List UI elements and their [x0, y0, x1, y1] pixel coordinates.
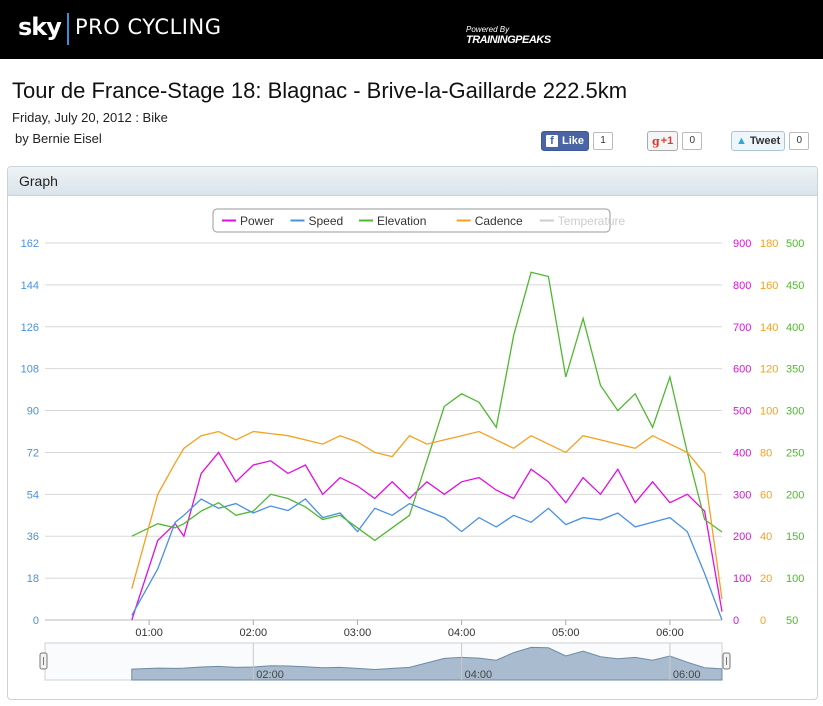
legend-item-speed[interactable]: Speed — [309, 214, 344, 228]
speed-axis-tick: 90 — [27, 406, 39, 418]
navigator-elevation-area — [131, 646, 723, 681]
like-label: Like — [562, 135, 585, 147]
graph-panel-title: Graph — [19, 173, 58, 189]
google-plus-icon: g — [652, 134, 660, 148]
site-header: sky PRO CYCLING Powered By TRAININGPEAKS — [0, 0, 823, 59]
legend-item-temperature[interactable]: Temperature — [558, 214, 626, 228]
trainingpeaks-logo[interactable]: TRAININGPEAKS — [466, 34, 551, 46]
speed-axis-tick: 72 — [27, 447, 39, 459]
power-axis-tick: 900 — [733, 238, 751, 250]
power-axis-tick: 500 — [733, 406, 751, 418]
workout-date: Friday, July 20, 2012 : Bike — [12, 110, 168, 125]
power-axis-tick: 700 — [733, 322, 751, 334]
twitter-bird-icon: ▲ — [736, 135, 747, 147]
power-axis-tick: 600 — [733, 364, 751, 376]
series-speed-line[interactable] — [131, 498, 723, 621]
power-axis-tick: 0 — [733, 615, 739, 627]
elevation-axis-tick: 250 — [786, 447, 804, 459]
cadence-axis-tick: 140 — [760, 322, 778, 334]
series-cadence-line[interactable] — [131, 430, 723, 600]
speed-axis-tick: 18 — [27, 573, 39, 585]
elevation-axis-tick: 500 — [786, 238, 804, 250]
series-elevation-line[interactable] — [131, 271, 723, 542]
x-axis-tick: 05:00 — [552, 627, 580, 639]
powered-by-label: Powered By — [466, 25, 510, 34]
navigator-tick: 06:00 — [673, 669, 701, 681]
x-axis-tick: 01:00 — [135, 627, 163, 639]
speed-axis-tick: 108 — [21, 364, 39, 376]
speed-axis-tick: 144 — [21, 280, 39, 292]
google-plus-button[interactable]: g +1 — [647, 131, 679, 151]
x-axis-tick: 03:00 — [344, 627, 372, 639]
cadence-axis-tick: 0 — [760, 615, 766, 627]
cadence-axis-tick: 40 — [760, 531, 772, 543]
cadence-axis-tick: 100 — [760, 406, 778, 418]
tweet-label: Tweet — [749, 135, 781, 147]
navigator-tick: 04:00 — [465, 669, 493, 681]
elevation-axis-tick: 150 — [786, 531, 804, 543]
tweet-widget: ▲ Tweet 0 — [731, 131, 810, 151]
facebook-icon: f — [546, 135, 558, 147]
series-power-line[interactable] — [131, 451, 723, 621]
power-axis-tick: 200 — [733, 531, 751, 543]
logo-divider — [67, 13, 69, 45]
tweet-count: 0 — [789, 132, 810, 150]
power-axis-tick: 100 — [733, 573, 751, 585]
cadence-axis-tick: 60 — [760, 489, 772, 501]
graph-panel-header: Graph — [8, 167, 817, 196]
google-plus-widget: g +1 0 — [647, 131, 703, 151]
legend-item-power[interactable]: Power — [240, 214, 274, 228]
elevation-axis-tick: 50 — [786, 615, 798, 627]
legend-item-elevation[interactable]: Elevation — [377, 214, 426, 228]
elevation-axis-tick: 450 — [786, 280, 804, 292]
workout-title: Tour de France-Stage 18: Blagnac - Brive… — [12, 78, 628, 103]
tweet-button[interactable]: ▲ Tweet — [731, 131, 786, 151]
power-axis-tick: 800 — [733, 280, 751, 292]
power-axis-tick: 300 — [733, 489, 751, 501]
speed-axis-tick: 162 — [21, 238, 39, 250]
cadence-axis-tick: 20 — [760, 573, 772, 585]
facebook-like-widget: f Like 1 — [541, 131, 614, 151]
workout-author: by Bernie Eisel — [15, 131, 102, 146]
cadence-axis-tick: 180 — [760, 238, 778, 250]
legend-item-cadence[interactable]: Cadence — [475, 214, 523, 228]
navigator-tick: 02:00 — [256, 669, 284, 681]
elevation-axis-tick: 350 — [786, 364, 804, 376]
speed-axis-tick: 36 — [27, 531, 39, 543]
x-axis-tick: 02:00 — [240, 627, 268, 639]
cadence-axis-tick: 80 — [760, 447, 772, 459]
speed-axis-tick: 0 — [33, 615, 39, 627]
pro-cycling-logo[interactable]: PRO CYCLING — [75, 15, 222, 39]
elevation-axis-tick: 100 — [786, 573, 804, 585]
like-count: 1 — [593, 132, 614, 150]
facebook-like-button[interactable]: f Like — [541, 131, 590, 151]
x-axis-tick: 04:00 — [448, 627, 476, 639]
speed-axis-tick: 126 — [21, 322, 39, 334]
gplus-count: 0 — [682, 132, 703, 150]
elevation-axis-tick: 400 — [786, 322, 804, 334]
chart-legend — [212, 208, 611, 233]
power-axis-tick: 400 — [733, 447, 751, 459]
speed-axis-tick: 54 — [27, 489, 39, 501]
elevation-axis-tick: 300 — [786, 406, 804, 418]
gplus-label: +1 — [660, 135, 674, 147]
cadence-axis-tick: 120 — [760, 364, 778, 376]
cadence-axis-tick: 160 — [760, 280, 778, 292]
x-axis-tick: 06:00 — [656, 627, 684, 639]
elevation-axis-tick: 200 — [786, 489, 804, 501]
sky-logo[interactable]: sky — [18, 13, 62, 41]
